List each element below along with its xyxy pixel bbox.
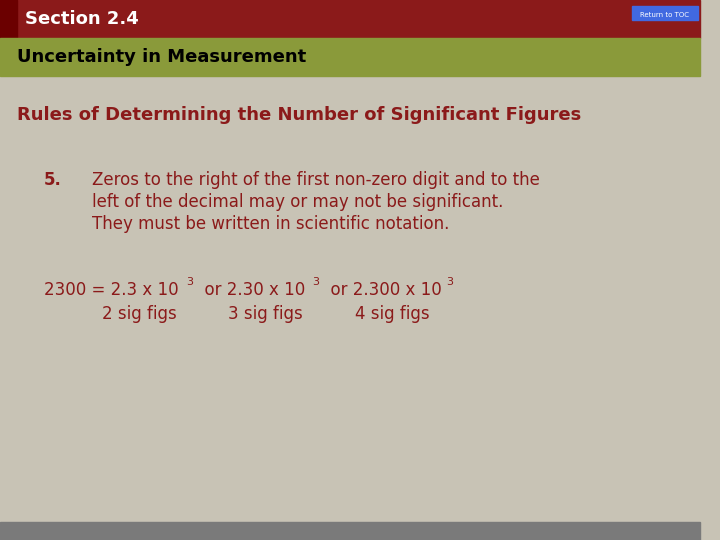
Text: or 2.300 x 10: or 2.300 x 10 [320,281,441,299]
Text: 2300 = 2.3 x 10: 2300 = 2.3 x 10 [44,281,179,299]
Text: 3: 3 [446,277,453,287]
Bar [0,0,17,38]
Text: They must be written in scientific notation.: They must be written in scientific notat… [92,215,450,233]
Text: 2 sig figs: 2 sig figs [102,305,177,323]
Bar [0,0,700,38]
Text: 3 sig figs: 3 sig figs [228,305,303,323]
Text: 3: 3 [186,277,194,287]
Bar [0,522,700,540]
Text: 5.: 5. [44,171,62,189]
Text: Zeros to the right of the first non-zero digit and to the: Zeros to the right of the first non-zero… [92,171,540,189]
Text: or 2.30 x 10: or 2.30 x 10 [194,281,305,299]
Text: Section 2.4: Section 2.4 [25,10,139,28]
Text: left of the decimal may or may not be significant.: left of the decimal may or may not be si… [92,193,504,211]
Text: Rules of Determining the Number of Significant Figures: Rules of Determining the Number of Signi… [17,106,582,124]
Bar [631,6,698,20]
Text: Return to TOC: Return to TOC [640,12,689,18]
Text: Uncertainty in Measurement: Uncertainty in Measurement [17,48,307,66]
Bar [0,38,700,76]
Text: 3: 3 [312,277,319,287]
Text: 4 sig figs: 4 sig figs [355,305,429,323]
